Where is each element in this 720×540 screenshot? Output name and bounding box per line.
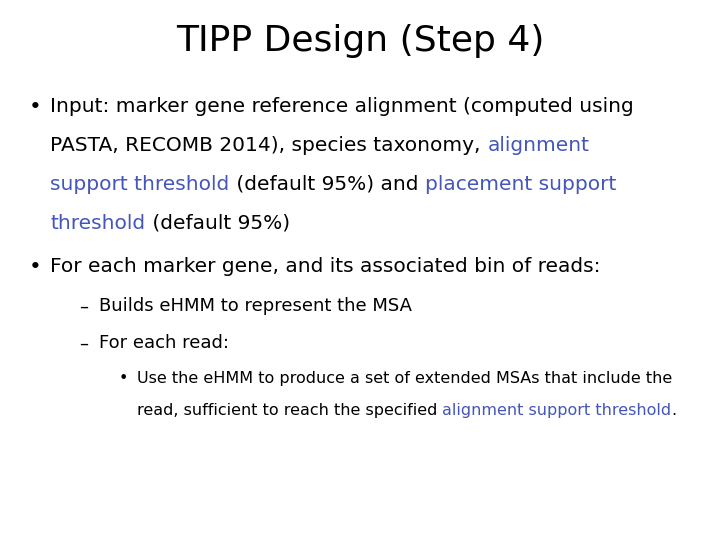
Text: Builds eHMM to represent the MSA: Builds eHMM to represent the MSA xyxy=(99,298,413,315)
Text: •: • xyxy=(119,371,128,386)
Text: (default 95%) and: (default 95%) and xyxy=(230,175,425,194)
Text: Use the eHMM to produce a set of extended MSAs that include the: Use the eHMM to produce a set of extende… xyxy=(137,371,672,386)
Text: TIPP Design (Step 4): TIPP Design (Step 4) xyxy=(176,24,544,58)
Text: For each read:: For each read: xyxy=(99,334,230,352)
Text: (default 95%): (default 95%) xyxy=(145,214,289,233)
Text: –: – xyxy=(79,334,89,352)
Text: For each marker gene, and its associated bin of reads:: For each marker gene, and its associated… xyxy=(50,256,601,275)
Text: read, sufficient to reach the specified: read, sufficient to reach the specified xyxy=(137,403,442,418)
Text: .: . xyxy=(672,403,677,418)
Text: Input: marker gene reference alignment (computed using: Input: marker gene reference alignment (… xyxy=(50,97,634,116)
Text: •: • xyxy=(29,256,42,276)
Text: alignment support threshold: alignment support threshold xyxy=(442,403,672,418)
Text: alignment: alignment xyxy=(487,136,589,155)
Text: •: • xyxy=(29,97,42,117)
Text: –: – xyxy=(79,298,89,315)
Text: placement support: placement support xyxy=(425,175,616,194)
Text: threshold: threshold xyxy=(50,214,145,233)
Text: support threshold: support threshold xyxy=(50,175,230,194)
Text: PASTA, RECOMB 2014), species taxonomy,: PASTA, RECOMB 2014), species taxonomy, xyxy=(50,136,487,155)
